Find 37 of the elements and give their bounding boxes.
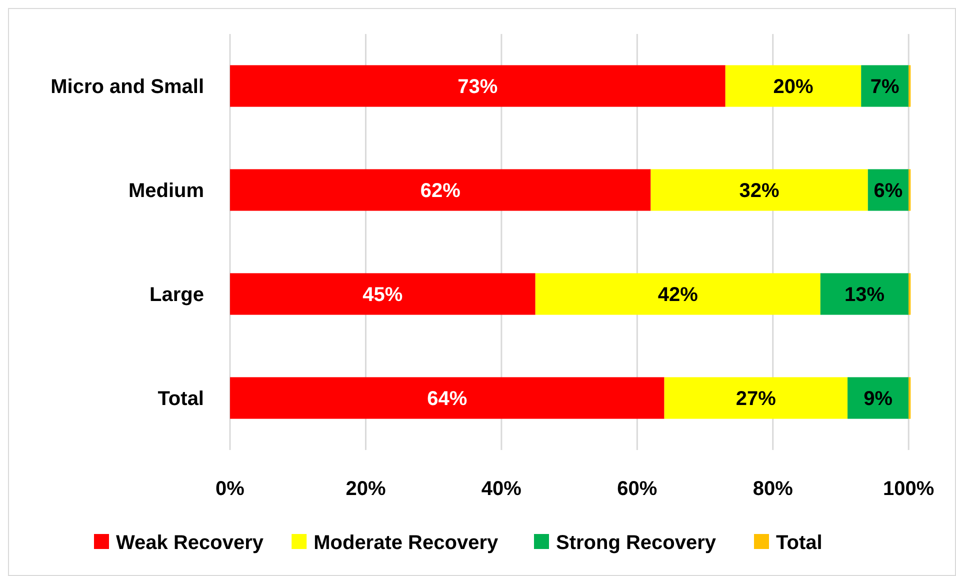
y-tick-label: Micro and Small xyxy=(50,76,204,98)
data-label: 7% xyxy=(870,76,900,98)
legend-label: Weak Recovery xyxy=(116,532,264,554)
legend-label: Strong Recovery xyxy=(556,532,717,554)
x-tick-label: 60% xyxy=(617,478,658,500)
data-label: 32% xyxy=(739,180,780,202)
x-tick-label: 0% xyxy=(216,478,245,500)
bar xyxy=(535,273,820,315)
bar xyxy=(650,169,868,211)
data-label: 20% xyxy=(773,76,814,98)
x-tick-label: 40% xyxy=(481,478,522,500)
legend-label: Total xyxy=(776,532,822,554)
legend-label: Moderate Recovery xyxy=(314,532,499,554)
bar xyxy=(664,377,848,419)
x-tick-label: 20% xyxy=(346,478,386,500)
y-tick-label: Large xyxy=(150,284,204,306)
x-tick-label: 100% xyxy=(883,478,934,500)
data-label: 13% xyxy=(844,284,885,306)
bar xyxy=(848,377,909,419)
bar xyxy=(230,273,536,315)
bar xyxy=(230,169,651,211)
data-label: 45% xyxy=(362,284,403,306)
bar xyxy=(725,65,862,107)
data-label: 73% xyxy=(458,76,498,98)
x-tick-label: 80% xyxy=(752,478,794,500)
data-label: 42% xyxy=(658,284,698,306)
data-label: 64% xyxy=(427,388,468,410)
data-label: 6% xyxy=(874,180,903,202)
data-label: 27% xyxy=(736,388,776,410)
bar xyxy=(861,65,909,107)
y-tick-label: Medium xyxy=(128,180,204,202)
data-label: 62% xyxy=(420,180,461,202)
bar xyxy=(820,273,909,315)
y-tick-label: Total xyxy=(158,388,204,410)
bar xyxy=(230,377,664,419)
data-label: 9% xyxy=(864,388,893,410)
bar xyxy=(230,65,726,107)
